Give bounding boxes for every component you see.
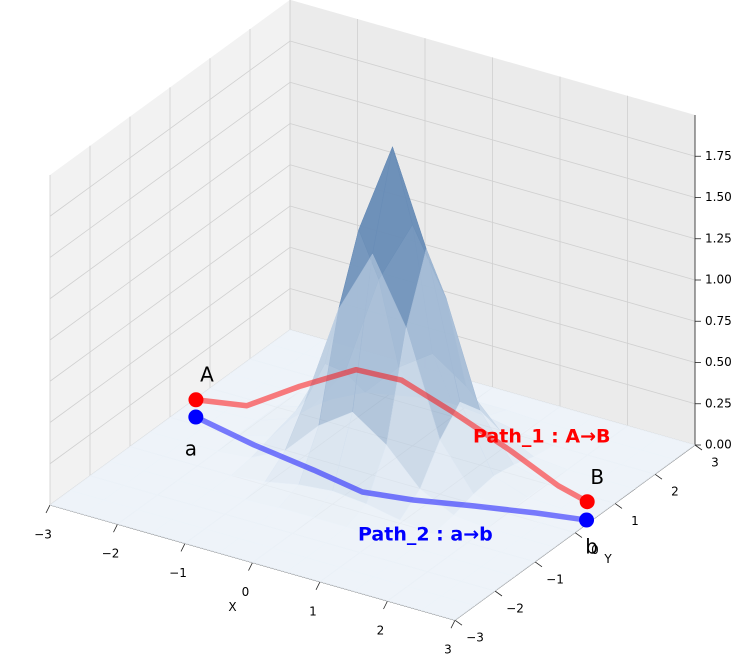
x-tick-label: −1 — [169, 566, 187, 580]
z-tick-label: 1.50 — [705, 190, 732, 204]
path-endpoint — [579, 512, 595, 528]
path-endpoint — [188, 392, 204, 408]
x-tick — [248, 562, 253, 571]
y-tick-label: 1 — [631, 514, 639, 528]
x-tick-label: −3 — [34, 528, 52, 542]
x-tick — [113, 524, 118, 533]
grid-line — [289, 164, 696, 281]
x-tick — [383, 600, 388, 610]
y-tick — [534, 561, 543, 568]
grid-line — [49, 288, 291, 465]
y-tick — [574, 532, 583, 538]
y-tick-label: −1 — [546, 572, 564, 586]
legend-label: Path_1 : A→B — [473, 426, 611, 448]
x-tick-label: 3 — [444, 643, 452, 657]
endpoint-label: b — [585, 535, 598, 559]
y-tick — [654, 473, 663, 480]
grid-line — [289, 123, 696, 240]
grid-line — [49, 205, 291, 382]
legend-label: Path_2 : a→b — [358, 524, 493, 546]
z-tick-label: 1.25 — [705, 231, 732, 245]
y-tick-label: 3 — [711, 456, 719, 470]
path-endpoint — [579, 494, 595, 510]
x-axis-label: X — [228, 600, 236, 614]
grid-line — [49, 123, 291, 300]
surface-patch — [420, 595, 476, 621]
z-tick-label: 0.50 — [705, 355, 732, 369]
grid-line — [289, 81, 696, 198]
endpoint-label: a — [185, 437, 197, 461]
y-tick-label: −2 — [506, 602, 524, 616]
x-tick-label: 0 — [242, 585, 250, 599]
x-tick — [450, 620, 456, 629]
x-tick-label: 2 — [377, 624, 385, 638]
path-endpoint — [188, 409, 204, 425]
endpoint-label: B — [590, 465, 604, 489]
y-tick — [494, 590, 503, 597]
x-tick — [315, 581, 321, 590]
x-tick-label: 1 — [309, 604, 317, 618]
y-tick — [694, 444, 703, 451]
y-tick — [454, 619, 463, 626]
y-tick-label: 0 — [591, 543, 599, 557]
grid-line — [49, 164, 291, 341]
x-tick-label: −2 — [102, 547, 120, 561]
z-tick-label: 0.25 — [705, 396, 732, 410]
z-tick-label: 0.75 — [705, 314, 732, 328]
z-tick-label: 0.00 — [705, 438, 732, 452]
x-tick — [45, 504, 51, 514]
grid-line — [49, 40, 291, 217]
z-tick-label: 1.75 — [705, 149, 732, 163]
grid-line — [49, 81, 291, 258]
grid-line — [289, 205, 696, 322]
path-line — [193, 366, 590, 505]
endpoint-label: A — [200, 362, 214, 386]
x-tick — [180, 543, 186, 552]
y-tick-label: −3 — [466, 631, 484, 645]
grid-line — [49, 246, 291, 423]
grid-line — [289, 40, 696, 157]
y-tick-label: 2 — [671, 485, 679, 499]
z-tick-label: 1.00 — [705, 273, 732, 287]
path-line — [193, 414, 590, 523]
y-axis-label: Y — [603, 552, 612, 566]
y-tick — [614, 503, 623, 509]
